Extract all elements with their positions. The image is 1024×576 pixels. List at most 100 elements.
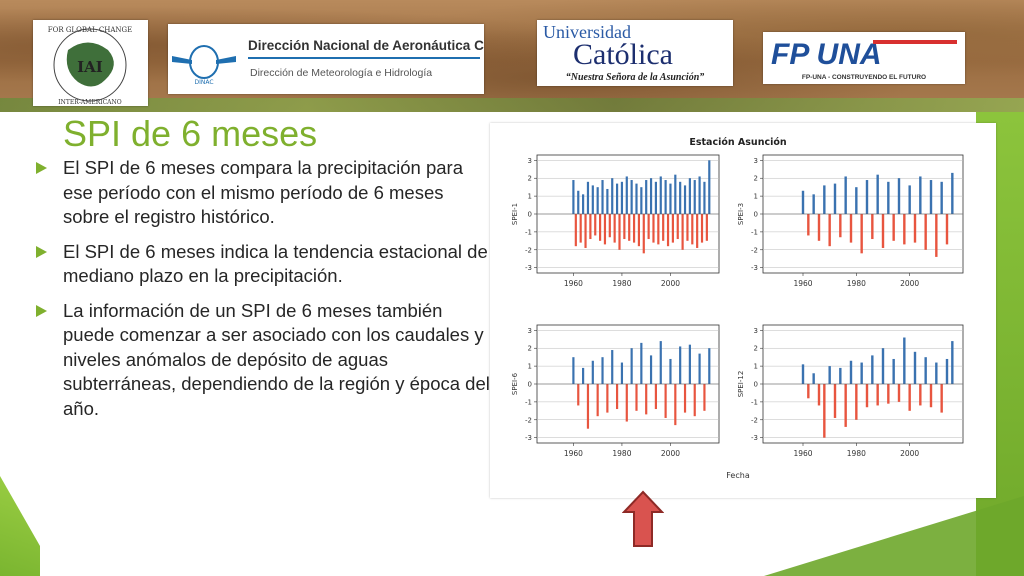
fpuna-mark: FP UNA <box>771 38 882 71</box>
negative-bar <box>849 214 853 243</box>
fpuna-logo: FP UNA FP-UNA - CONSTRUYENDO EL FUTURO <box>763 32 965 84</box>
negative-bar <box>881 214 885 248</box>
positive-bar <box>935 362 938 384</box>
negative-bar <box>586 384 590 429</box>
positive-bar <box>586 181 590 214</box>
positive-bar <box>865 180 869 214</box>
y-axis-label: SPEI-3 <box>737 203 745 225</box>
x-tick-label: 2000 <box>661 449 680 458</box>
negative-bar <box>839 214 842 238</box>
y-tick-label: -2 <box>751 246 758 254</box>
x-tick-label: 1980 <box>847 279 866 288</box>
negative-bar <box>599 214 602 241</box>
negative-bar <box>625 384 628 422</box>
positive-bar <box>582 194 585 214</box>
positive-bar <box>698 353 701 384</box>
uc-line3: “Nuestra Señora de la Asunción” <box>566 72 705 83</box>
positive-bar <box>611 178 614 214</box>
negative-bar <box>807 384 810 399</box>
y-tick-label: -2 <box>525 416 532 424</box>
chart-xlabel: Fecha <box>726 471 750 480</box>
y-tick-label: 1 <box>754 193 758 201</box>
y-tick-label: -3 <box>751 434 758 442</box>
negative-bar <box>606 384 609 413</box>
y-tick-label: 3 <box>754 157 758 165</box>
positive-bar <box>659 176 662 214</box>
negative-bar <box>860 214 863 254</box>
positive-bar <box>688 178 691 214</box>
negative-bar <box>903 214 906 245</box>
negative-bar <box>664 384 667 418</box>
positive-bar <box>855 187 858 214</box>
y-tick-label: -1 <box>525 398 532 406</box>
negative-bar <box>892 214 895 241</box>
green-corner-accent <box>764 496 1024 576</box>
negative-bar <box>686 214 689 241</box>
y-tick-label: 1 <box>754 363 758 371</box>
negative-bar <box>817 214 821 241</box>
positive-bar <box>674 174 677 214</box>
positive-bar <box>860 362 863 384</box>
positive-bar <box>572 180 575 214</box>
y-axis-label: SPEI-6 <box>511 372 519 395</box>
iai-ring-top: FOR GLOBAL CHANGE <box>48 26 133 34</box>
negative-bar <box>935 214 938 257</box>
positive-bar <box>940 181 943 214</box>
positive-bar <box>572 357 575 384</box>
negative-bar <box>589 214 592 240</box>
chart-panel: -3 -2 -1 0 1 2 3 1960 1980 2000 SPEI-12 <box>737 324 964 458</box>
positive-bar <box>640 342 643 384</box>
positive-bar <box>615 183 619 214</box>
fpuna-tagline: FP-UNA - CONSTRUYENDO EL FUTURO <box>802 74 926 81</box>
positive-bar <box>929 180 933 214</box>
positive-bar <box>913 351 917 384</box>
bullet-item: El SPI de 6 meses indica la tendencia es… <box>36 240 494 289</box>
y-tick-label: 2 <box>528 175 532 183</box>
bullet-list: El SPI de 6 meses compara la precipitaci… <box>36 156 494 431</box>
dinac-title: Dirección Nacional de Aeronáutica Civil <box>248 38 484 53</box>
y-tick-label: 0 <box>754 211 758 219</box>
uc-line2: Católica <box>573 38 673 71</box>
positive-bar <box>625 176 628 214</box>
y-tick-label: -2 <box>751 416 758 424</box>
positive-bar <box>945 358 949 384</box>
positive-bar <box>801 190 805 214</box>
negative-bar <box>647 214 650 240</box>
y-tick-label: 3 <box>528 157 532 165</box>
y-tick-label: 1 <box>528 193 532 201</box>
negative-bar <box>844 384 847 427</box>
y-tick-label: -2 <box>525 246 532 254</box>
y-tick-label: -1 <box>751 228 758 236</box>
uc-logo-graphic: Universidad Católica “Nuestra Señora de … <box>543 22 705 83</box>
negative-bar <box>919 384 922 406</box>
positive-bar <box>679 346 682 384</box>
positive-bar <box>812 373 815 384</box>
positive-bar <box>649 355 653 384</box>
positive-bar <box>630 180 633 214</box>
negative-bar <box>645 384 648 415</box>
negative-bar <box>807 214 810 236</box>
positive-bar <box>620 181 624 214</box>
negative-bar <box>652 214 655 243</box>
iai-logo-graphic: FOR GLOBAL CHANGE INTER-AMERICANO IAI <box>48 26 133 106</box>
y-tick-label: 3 <box>754 327 758 335</box>
negative-bar <box>584 214 587 248</box>
positive-bar <box>703 181 706 214</box>
y-tick-label: -3 <box>525 264 532 272</box>
y-tick-label: 3 <box>528 327 532 335</box>
y-tick-label: 0 <box>754 381 758 389</box>
positive-bar <box>611 350 614 384</box>
negative-bar <box>681 214 684 250</box>
negative-bar <box>700 214 704 243</box>
positive-bar <box>951 172 954 214</box>
x-tick-label: 1980 <box>847 449 866 458</box>
negative-bar <box>603 214 607 245</box>
iai-ring-bottom: INTER-AMERICANO <box>58 99 121 106</box>
negative-bar <box>693 384 696 417</box>
negative-bar <box>577 384 580 406</box>
positive-bar <box>620 362 624 384</box>
positive-bar <box>591 360 594 384</box>
positive-bar <box>635 183 638 214</box>
y-tick-label: 2 <box>528 345 532 353</box>
positive-bar <box>897 178 901 214</box>
